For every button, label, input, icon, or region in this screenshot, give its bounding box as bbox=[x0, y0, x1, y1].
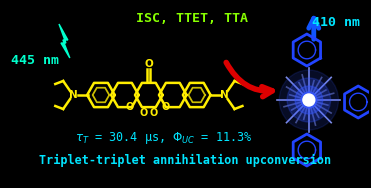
Circle shape bbox=[295, 86, 323, 114]
Text: N: N bbox=[220, 90, 229, 100]
Text: ISC, TTET, TTA: ISC, TTET, TTA bbox=[136, 11, 248, 24]
Text: $\tau_T$ = 30.4 μs, $\Phi_{UC}$ = 11.3%: $\tau_T$ = 30.4 μs, $\Phi_{UC}$ = 11.3% bbox=[75, 130, 252, 146]
FancyArrowPatch shape bbox=[226, 62, 272, 97]
Polygon shape bbox=[59, 24, 70, 58]
Text: Triplet-triplet annihilation upconversion: Triplet-triplet annihilation upconversio… bbox=[39, 153, 331, 167]
Text: N: N bbox=[69, 90, 78, 100]
Circle shape bbox=[287, 78, 331, 122]
Text: 410 nm: 410 nm bbox=[312, 15, 361, 29]
Circle shape bbox=[279, 70, 338, 130]
Circle shape bbox=[301, 92, 317, 108]
Text: O: O bbox=[140, 108, 148, 118]
Text: O: O bbox=[125, 102, 134, 112]
Text: 445 nm: 445 nm bbox=[11, 54, 59, 67]
Text: O: O bbox=[150, 108, 158, 118]
Text: O: O bbox=[161, 102, 170, 112]
Circle shape bbox=[303, 94, 315, 106]
Text: O: O bbox=[144, 59, 153, 69]
